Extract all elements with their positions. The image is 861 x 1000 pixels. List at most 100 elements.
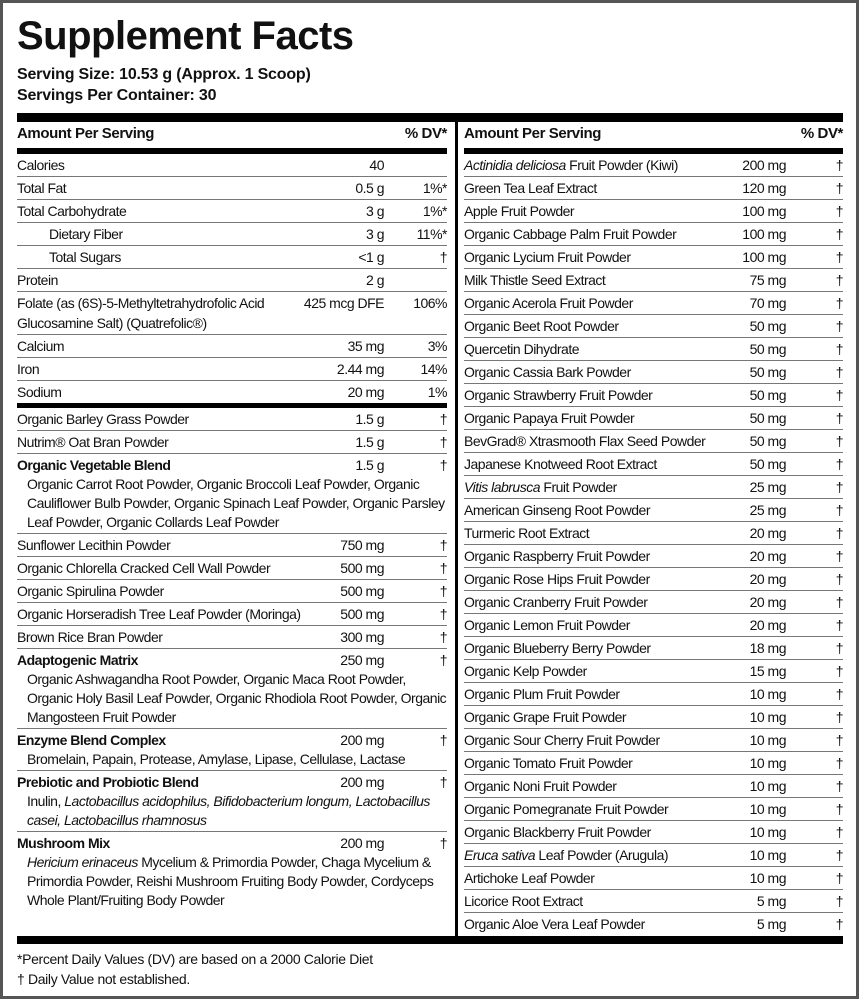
table-row: Dietary Fiber 3 g 11%* (17, 223, 448, 246)
table-row: Organic Chlorella Cracked Cell Wall Powd… (17, 557, 448, 580)
daily-value: † (439, 537, 448, 553)
amount-value: 20 mg (347, 384, 385, 400)
blend-components: Bromelain, Papain, Protease, Amylase, Li… (17, 750, 447, 769)
table-row: Organic Sour Cherry Fruit Powder 10 mg † (464, 729, 844, 752)
ingredient-name: Sunflower Lecithin Powder (17, 535, 447, 555)
daily-value: † (439, 249, 448, 265)
ingredient-name: Turmeric Root Extract (464, 523, 843, 543)
daily-value: † (835, 318, 844, 334)
name-segment: Organic Rose Hips Fruit Powder (464, 571, 650, 587)
daily-value: † (835, 479, 844, 495)
daily-value: † (835, 686, 844, 702)
ingredient-name: Quercetin Dihydrate (464, 339, 843, 359)
table-row: American Ginseng Root Powder 25 mg † (464, 499, 844, 522)
amount-value: 200 mg (340, 774, 384, 790)
dv-header: % DV* (800, 125, 844, 142)
ingredient-name: Organic Raspberry Fruit Powder (464, 546, 843, 566)
table-row: Protein 2 g (17, 269, 447, 292)
ingredient-name: Folate (as (6S)-5-Methyltetrahydrofolic … (17, 293, 447, 333)
name-segment: Organic Kelp Powder (464, 663, 587, 679)
ingredient-name: Organic Acerola Fruit Powder (464, 293, 843, 313)
table-row: Organic Pomegranate Fruit Powder 10 mg † (464, 798, 844, 821)
table-row: Organic Lemon Fruit Powder 20 mg † (464, 614, 844, 637)
ingredient-name: Organic Beet Root Powder (464, 316, 843, 336)
daily-value: † (439, 629, 448, 645)
table-row: Organic Aloe Vera Leaf Powder 5 mg † (464, 913, 844, 936)
table-row: BevGrad® Xtrasmooth Flax Seed Powder 50 m… (464, 430, 844, 453)
daily-value: † (835, 870, 844, 886)
amount-value: 70 mg (749, 295, 787, 311)
amount-value: 20 mg (749, 525, 787, 541)
amount-value: 75 mg (749, 272, 787, 288)
daily-value: † (439, 652, 448, 668)
amount-value: 0.5 g (355, 180, 384, 196)
amount-value: 2 g (366, 272, 384, 288)
right-header: Amount Per Serving % DV* (464, 122, 843, 148)
amount-value: 1.5 g (355, 434, 384, 450)
right-column: Amount Per Serving % DV* Actinidia delic… (464, 122, 844, 936)
blend-components: Inulin, Lactobacillus acidophilus, Bifid… (17, 792, 447, 830)
ingredient-name: Organic Rose Hips Fruit Powder (464, 569, 843, 589)
daily-value: † (835, 249, 844, 265)
daily-value: † (439, 732, 448, 748)
name-segment: Quercetin Dihydrate (464, 341, 580, 357)
amount-value: 1.5 g (355, 457, 384, 473)
name-segment: Organic Barley Grass Powder (17, 411, 189, 427)
table-row: Organic Blackberry Fruit Powder 10 mg † (464, 821, 844, 844)
daily-value: 106% (413, 295, 447, 311)
ingredient-name: Organic Blackberry Fruit Powder (464, 822, 843, 842)
table-row: Organic Cranberry Fruit Powder 20 mg † (464, 591, 844, 614)
daily-value: † (835, 709, 844, 725)
amount-value: 200 mg (742, 157, 786, 173)
ingredient-name: Organic Grape Fruit Powder (464, 707, 843, 727)
table-row: Organic Raspberry Fruit Powder 20 mg † (464, 545, 844, 568)
daily-value: 1%* (422, 180, 448, 196)
name-segment: Eruca sativa (464, 847, 536, 863)
ingredient-name: BevGrad® Xtrasmooth Flax Seed Powder (464, 431, 843, 451)
desc-segment: Hericium erinaceus (27, 854, 138, 870)
ingredient-name: Mushroom Mix (17, 833, 447, 853)
name-segment: Fruit Powder (Kiwi) (565, 157, 678, 173)
ingredient-name: Organic Vegetable Blend (17, 455, 447, 475)
name-segment: Sunflower Lecithin Powder (17, 537, 171, 553)
ingredient-name: Prebiotic and Probiotic Blend (17, 772, 447, 792)
name-segment: Organic Papaya Fruit Powder (464, 410, 635, 426)
daily-value: † (439, 411, 448, 427)
table-row: Organic Grape Fruit Powder 10 mg † (464, 706, 844, 729)
name-segment: Organic Cabbage Palm Fruit Powder (464, 226, 677, 242)
ingredient-name: Organic Chlorella Cracked Cell Wall Powd… (17, 558, 447, 578)
daily-value: † (439, 583, 448, 599)
amount-value: 200 mg (340, 732, 384, 748)
name-segment: Vitis labrusca (464, 479, 541, 495)
daily-value: † (835, 801, 844, 817)
table-row: Organic Acerola Fruit Powder 70 mg † (464, 292, 844, 315)
daily-value: † (835, 364, 844, 380)
amount-value: 200 mg (340, 835, 384, 851)
name-segment: Organic Cranberry Fruit Powder (464, 594, 648, 610)
table-row: Organic Cassia Bark Powder 50 mg † (464, 361, 844, 384)
amount-value: 100 mg (742, 226, 786, 242)
table-row: Organic Horseradish Tree Leaf Powder (Mo… (17, 603, 448, 626)
table-row: Enzyme Blend Complex 200 mg † Bromelain, Pa… (17, 729, 448, 771)
amount-value: 3 g (366, 226, 384, 242)
daily-value: 14% (420, 361, 447, 377)
name-segment: Organic Chlorella Cracked Cell Wall Powd… (17, 560, 271, 576)
table-row: Organic Kelp Powder 15 mg † (464, 660, 844, 683)
amount-per-serving-header: Amount Per Serving (464, 125, 601, 142)
amount-value: 10 mg (749, 870, 787, 886)
ingredient-name: Organic Lycium Fruit Powder (464, 247, 843, 267)
ingredient-name: Organic Blueberry Berry Powder (464, 638, 843, 658)
name-segment: Organic Cassia Bark Powder (464, 364, 631, 380)
ingredient-name: Organic Cassia Bark Powder (464, 362, 843, 382)
ingredient-name: Organic Kelp Powder (464, 661, 843, 681)
amount-value: 5 mg (756, 916, 787, 932)
ingredient-name: Organic Sour Cherry Fruit Powder (464, 730, 843, 750)
daily-value: † (835, 640, 844, 656)
name-segment: Organic Grape Fruit Powder (464, 709, 627, 725)
name-segment: Organic Beet Root Powder (464, 318, 619, 334)
blend-components: Organic Carrot Root Powder, Organic Broc… (17, 475, 447, 532)
name-segment: Organic Spirulina Powder (17, 583, 164, 599)
name-segment: Brown Rice Bran Powder (17, 629, 163, 645)
name-segment: Organic Blueberry Berry Powder (464, 640, 651, 656)
amount-value: 20 mg (749, 548, 787, 564)
